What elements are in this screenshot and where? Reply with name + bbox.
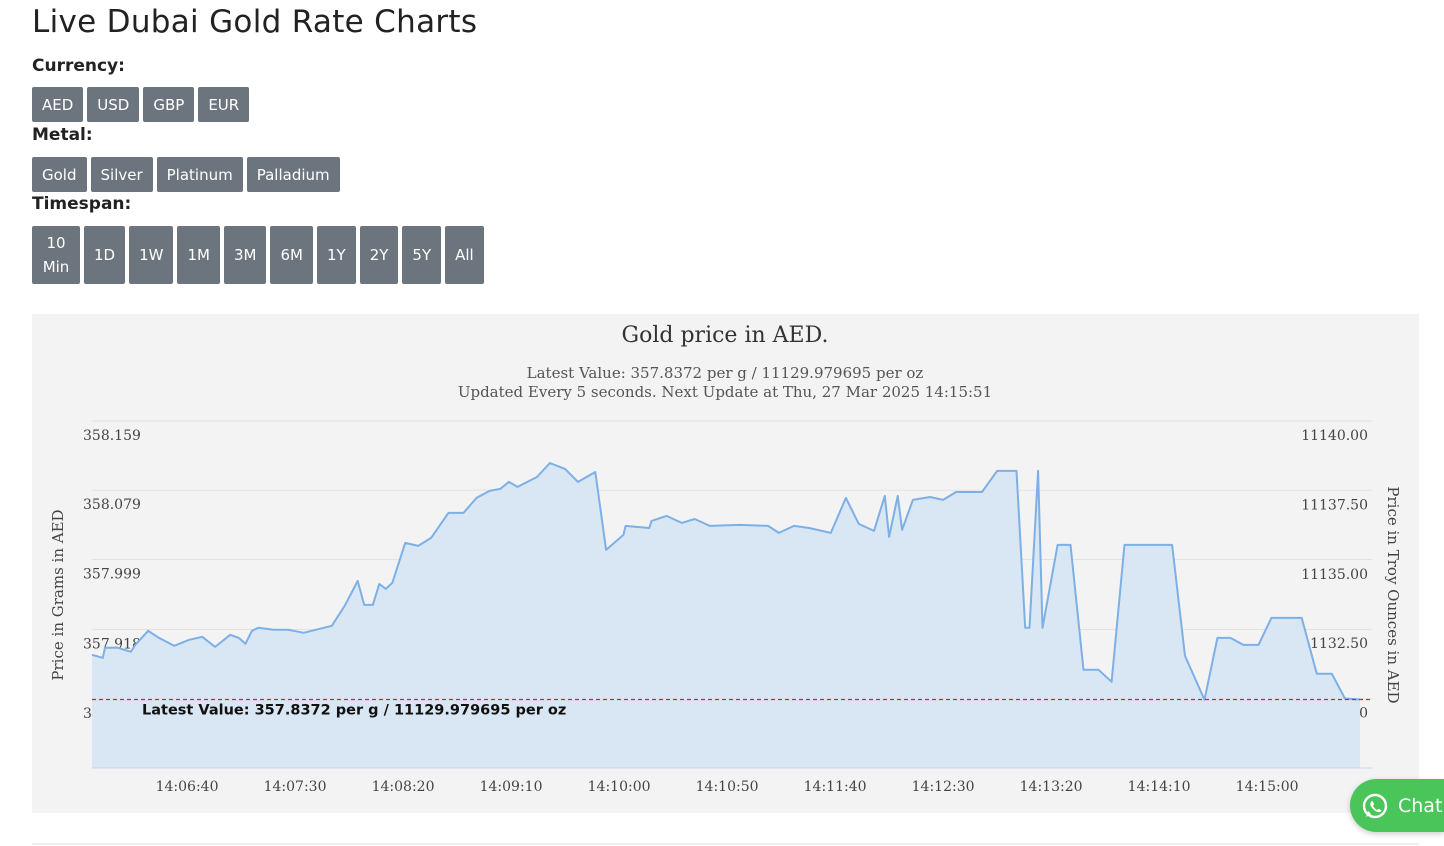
- control-label: Timespan:: [32, 194, 132, 214]
- control-label: Metal:: [32, 125, 93, 145]
- x-tick-label: 14:06:40: [156, 779, 219, 795]
- divider: [32, 843, 1419, 845]
- option-button[interactable]: 1D: [84, 226, 126, 284]
- button-row: Gold Silver Platinum Palladium: [32, 157, 340, 192]
- x-tick-label: 14:10:00: [588, 779, 651, 795]
- x-tick-label: 14:11:40: [804, 779, 867, 795]
- option-button[interactable]: All: [445, 226, 484, 284]
- option-button[interactable]: 6M: [270, 226, 313, 284]
- page-title: Live Dubai Gold Rate Charts: [32, 4, 478, 40]
- chat-button[interactable]: Chat: [1350, 779, 1444, 832]
- option-button[interactable]: 2Y: [359, 226, 399, 284]
- x-tick-label: 14:14:10: [1128, 779, 1191, 795]
- x-tick-label: 14:12:30: [912, 779, 975, 795]
- y-tick-label: 358.079: [83, 497, 141, 513]
- y-tick-label: 357.918: [83, 637, 141, 653]
- y2-tick-label: 11132.50: [1301, 636, 1368, 652]
- option-button[interactable]: 1M: [177, 226, 220, 284]
- y-tick-label: 357.999: [83, 566, 141, 582]
- y2-axis-title: Price in Troy Ounces in AED: [1384, 486, 1402, 703]
- option-button[interactable]: 3M: [223, 226, 267, 284]
- y2-tick-label: 11135.00: [1301, 567, 1368, 583]
- x-tick-label: 14:15:00: [1236, 779, 1299, 795]
- y-tick-label: 358.159: [83, 428, 141, 444]
- chart-subtitle: Latest Value: 357.8372 per g / 11129.979…: [527, 364, 924, 382]
- option-button[interactable]: 1Y: [316, 226, 356, 284]
- button-row: AED USD GBP EUR: [32, 87, 250, 122]
- whatsapp-icon: [1362, 793, 1388, 818]
- x-tick-label: 14:09:10: [480, 779, 543, 795]
- chart: Gold price in AED. Latest Value: 357.8372…: [32, 314, 1419, 813]
- button-row: 10 Min 1D 1W 1M 3M 6M 1Y 2Y 5Y All: [32, 226, 484, 284]
- x-tick-label: 14:13:20: [1020, 779, 1083, 795]
- latest-value-label: Latest Value: 357.8372 per g / 11129.979…: [142, 702, 566, 718]
- x-tick-label: 14:07:30: [264, 779, 327, 795]
- chart-subtitle: Updated Every 5 seconds. Next Update at …: [458, 383, 992, 401]
- option-button[interactable]: 10 Min: [32, 226, 80, 284]
- option-button[interactable]: EUR: [198, 87, 250, 122]
- option-button[interactable]: GBP: [143, 87, 195, 122]
- chart-body: Gold price in AED. Latest Value: 357.8372…: [32, 314, 1419, 813]
- option-button[interactable]: Silver: [90, 157, 153, 192]
- y2-tick-label: 11137.50: [1301, 497, 1368, 513]
- y-axis-title: Price in Grams in AED: [49, 509, 67, 680]
- control-label: Currency:: [32, 56, 125, 76]
- option-button[interactable]: USD: [87, 87, 140, 122]
- x-tick-label: 14:08:20: [372, 779, 435, 795]
- option-button[interactable]: Gold: [32, 157, 87, 192]
- area-fill: [92, 463, 1360, 768]
- price-line: [91, 462, 1361, 701]
- y2-tick-label: 11140.00: [1301, 428, 1368, 444]
- chart-title: Gold price in AED.: [622, 323, 829, 348]
- option-button[interactable]: 5Y: [402, 226, 442, 284]
- chat-label: Chat: [1398, 794, 1443, 817]
- x-tick-label: 14:10:50: [696, 779, 759, 795]
- option-button[interactable]: Platinum: [156, 157, 243, 192]
- option-button[interactable]: Palladium: [246, 157, 340, 192]
- option-button[interactable]: AED: [32, 87, 84, 122]
- option-button[interactable]: 1W: [129, 226, 174, 284]
